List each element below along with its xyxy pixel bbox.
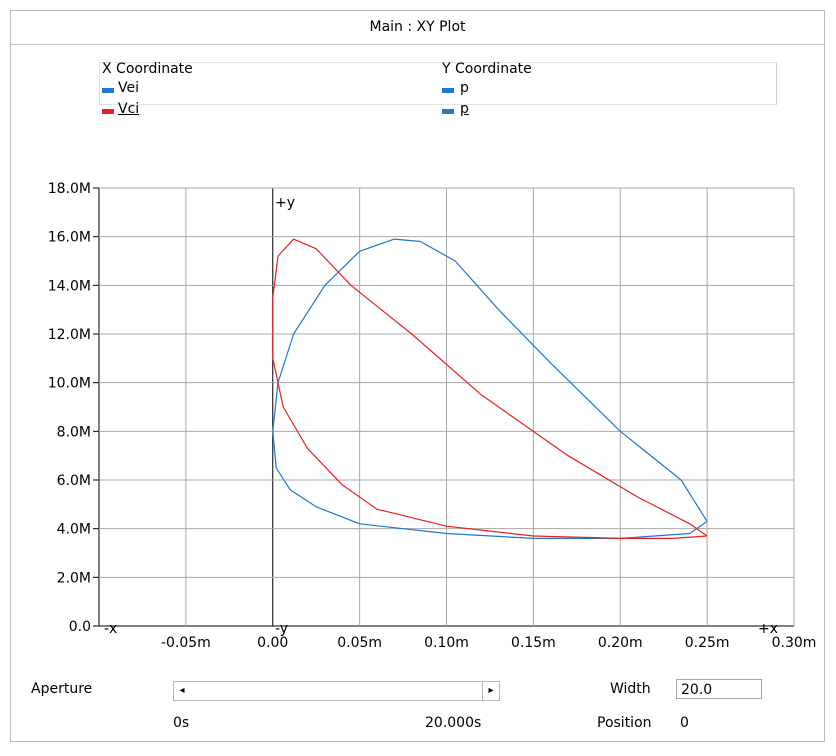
y-tick-label: 10.0M: [48, 376, 91, 392]
axis-label-neg-y: -y: [275, 621, 288, 637]
aperture-scrollbar[interactable]: ◂ ▸: [173, 681, 500, 701]
scroll-left-arrow-icon[interactable]: ◂: [174, 682, 190, 700]
x-tick-label: 0.15m: [511, 635, 556, 651]
end-time: 20.000s: [425, 715, 482, 731]
y-tick-label: 8.0M: [57, 424, 91, 440]
x-tick-label: 0.05m: [337, 635, 382, 651]
legend-swatch-p1: [442, 88, 454, 93]
start-time: 0s: [173, 715, 190, 731]
title-bar: Main : XY Plot: [11, 11, 824, 45]
legend: X Coordinate Y Coordinate Vei p Vci p: [99, 61, 777, 117]
window-title: Main : XY Plot: [369, 19, 466, 35]
legend-y-header: Y Coordinate: [442, 61, 532, 77]
position-label: Position: [597, 715, 652, 731]
legend-x-vei[interactable]: Vei: [118, 80, 139, 96]
position-value: 0: [680, 715, 689, 731]
legend-swatch-p2: [442, 109, 454, 114]
x-tick-label: 0.20m: [598, 635, 643, 651]
axis-label-neg-x: -x: [104, 621, 117, 637]
legend-x-vci[interactable]: Vci: [118, 101, 140, 117]
y-tick-label: 16.0M: [48, 230, 91, 246]
scroll-right-arrow-icon[interactable]: ▸: [482, 682, 499, 700]
series-line-vci: [272, 238, 708, 539]
y-tick-label: 14.0M: [48, 278, 91, 294]
width-label: Width: [610, 681, 651, 697]
legend-y-p2[interactable]: p: [460, 101, 469, 117]
y-tick-label: 18.0M: [48, 181, 91, 197]
legend-swatch-vei: [102, 88, 114, 93]
y-tick-label: 6.0M: [57, 473, 91, 489]
x-tick-label: 0.25m: [685, 635, 730, 651]
x-tick-label: 0.30m: [772, 635, 817, 651]
legend-y-p1[interactable]: p: [460, 80, 469, 96]
axis-label-pos-x: +x: [758, 621, 778, 637]
legend-x-header: X Coordinate: [102, 61, 193, 77]
y-tick-label: 12.0M: [48, 327, 91, 343]
y-tick-label: 0.0: [69, 619, 91, 635]
x-tick-label: 0.00: [257, 635, 288, 651]
x-tick-label: 0.10m: [424, 635, 469, 651]
y-tick-label: 4.0M: [57, 522, 91, 538]
width-input[interactable]: 20.0: [676, 679, 762, 699]
timeline-controls: Aperture ◂ ▸ Width 20.0 0s 20.000s Posit…: [11, 663, 824, 741]
xy-plot-window: Main : XY Plot X Coordinate Y Coordinate…: [10, 10, 825, 742]
axis-label-pos-y: +y: [275, 195, 295, 211]
aperture-label: Aperture: [31, 681, 93, 697]
legend-swatch-vci: [102, 109, 114, 114]
xy-plot-chart: -0.05m 0.00 0.05m 0.10m 0.15m 0.20m 0.25m 0.30m…: [48, 181, 817, 651]
x-tick-label: -0.05m: [161, 635, 211, 651]
y-tick-label: 2.0M: [57, 570, 91, 586]
series-line-vei: [272, 238, 708, 539]
